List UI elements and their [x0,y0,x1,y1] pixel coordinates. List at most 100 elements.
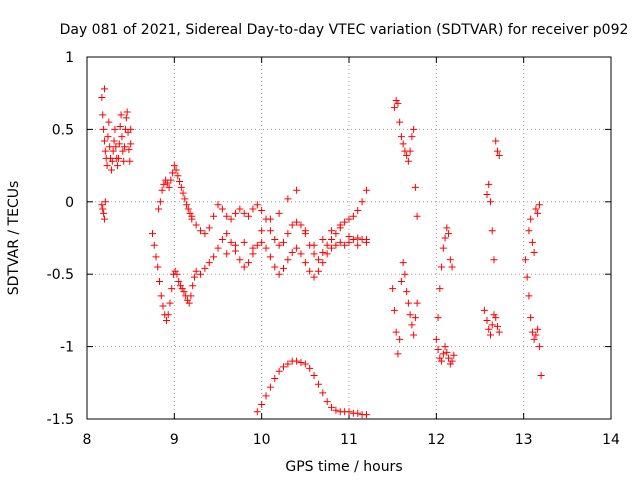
data-point [184,205,192,213]
data-point [362,411,370,419]
data-point [127,140,135,148]
data-point [180,288,188,296]
data-point [280,363,287,371]
data-point [188,215,196,223]
data-point [485,325,493,333]
data-point [486,198,494,206]
data-point [100,85,108,93]
data-point [349,212,357,220]
data-point [157,292,165,300]
data-point [408,133,416,141]
data-point [280,238,287,246]
data-point [306,267,314,275]
data-point [403,151,411,159]
data-point [210,253,218,261]
data-point [284,360,292,368]
data-point [227,215,235,223]
data-point [107,154,115,162]
data-point [165,183,173,191]
data-point [172,166,180,174]
data-point [436,285,444,293]
data-point [185,299,193,307]
data-point [183,296,191,304]
data-point [354,241,362,249]
data-point [354,234,362,242]
data-point [245,259,253,267]
data-point [328,235,336,243]
data-point [214,201,222,209]
data-point [490,256,498,264]
data-point [101,147,109,155]
data-point [532,331,540,339]
data-point [345,233,353,241]
data-point [166,299,174,307]
data-point [328,244,336,252]
data-point [205,259,213,267]
data-point [358,198,366,206]
data-point [354,206,362,214]
data-marks [98,85,545,419]
data-point [406,147,414,155]
data-point [170,162,178,170]
data-point [527,215,535,223]
data-point [231,241,239,249]
data-point [127,125,135,133]
data-point [125,146,133,154]
data-point [249,244,257,252]
data-point [319,248,327,256]
data-point [112,143,120,151]
data-point [394,99,402,107]
data-point [332,230,340,238]
data-point [301,227,309,235]
data-point [310,241,318,249]
data-point [192,221,200,229]
data-point [99,205,107,213]
data-point [271,235,279,243]
data-point [411,314,419,322]
data-point [214,244,222,252]
data-point [156,198,164,206]
data-point [319,259,327,267]
data-point [120,157,128,165]
data-point [262,392,270,400]
data-point [401,270,409,278]
data-point [218,235,226,243]
data-point [288,248,296,256]
data-point [177,183,185,191]
data-point [258,401,266,409]
data-point [523,273,531,281]
data-point [201,230,209,238]
data-point [534,325,542,333]
data-point [163,179,171,187]
data-point [485,180,493,188]
data-point [486,331,494,339]
data-point [253,201,261,209]
series-arc-12-up [434,224,456,322]
data-point [192,267,200,275]
y-tick-label: 0.5 [52,122,74,138]
data-point [492,137,500,145]
data-point [534,209,542,217]
x-tick-label: 8 [83,432,92,448]
data-point [434,314,442,322]
data-point [122,114,130,122]
data-point [174,172,182,180]
data-point [445,230,453,238]
data-point [175,277,183,285]
data-point [403,288,411,296]
data-point [155,277,163,285]
data-point [525,292,533,300]
data-point [189,282,197,290]
data-point [106,143,114,151]
data-point [197,227,205,235]
data-point [105,118,113,126]
data-point [115,140,123,148]
data-point [530,248,538,256]
data-point [528,328,536,336]
data-point [152,253,160,261]
data-point [181,195,189,203]
data-point [258,206,266,214]
data-point [99,111,107,119]
data-point [490,311,498,319]
data-point [319,235,327,243]
